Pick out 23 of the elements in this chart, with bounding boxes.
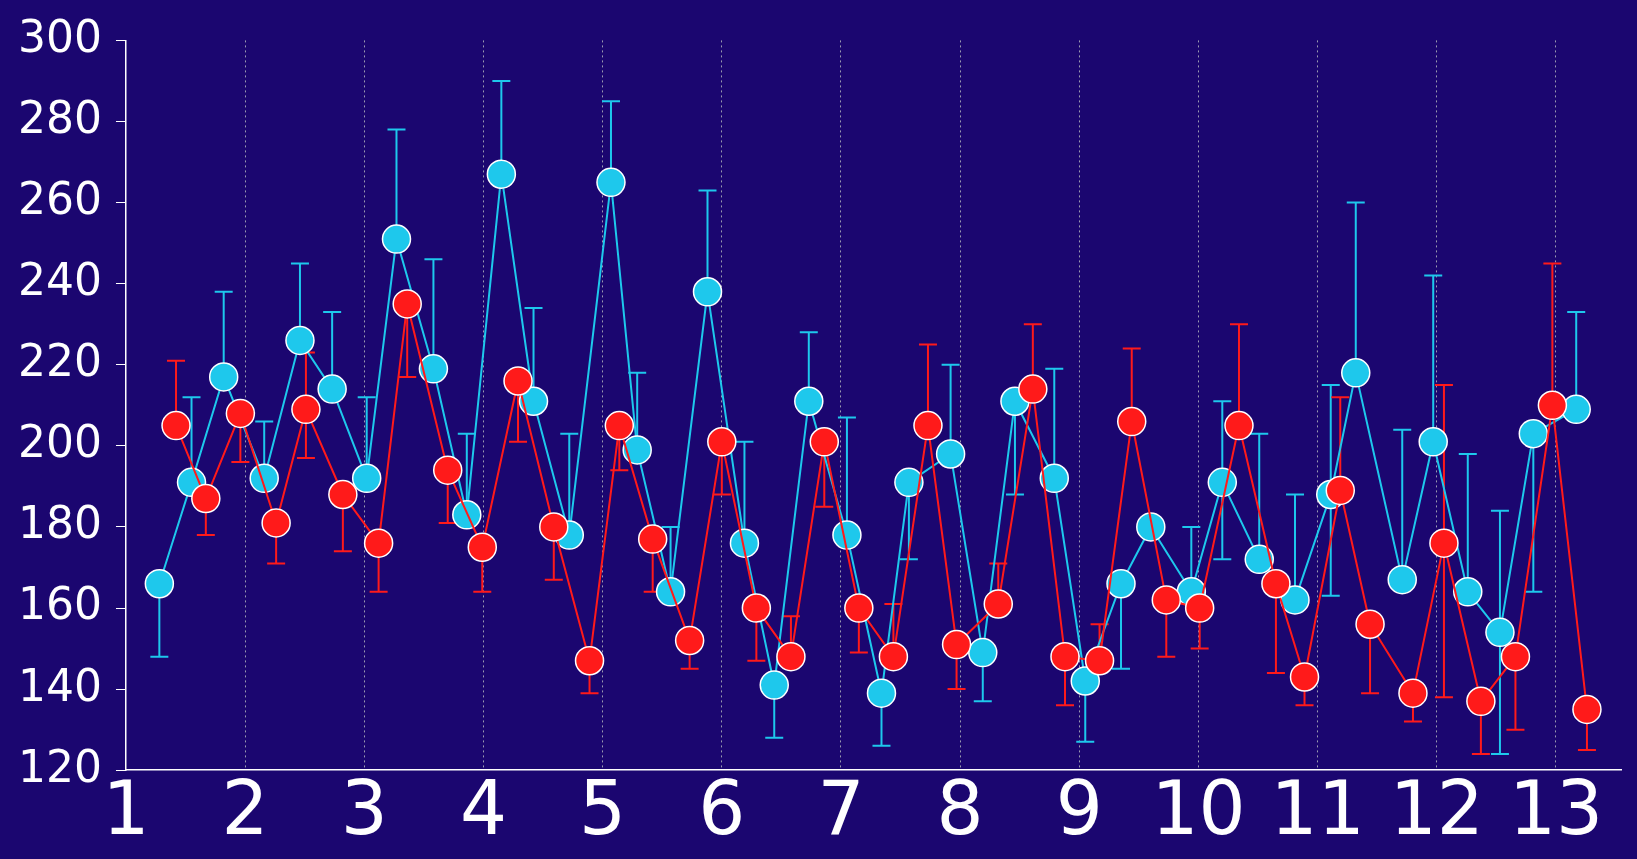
x-tick-label: 4 [459, 764, 508, 851]
x-tick-label: 6 [698, 764, 746, 851]
x-tick-label: 3 [340, 764, 388, 851]
x-tick-label: 10 [1151, 764, 1246, 851]
x-tick-label: 11 [1270, 764, 1365, 851]
y-tick-label: 260 [18, 173, 102, 225]
y-tick-label: 300 [18, 10, 102, 62]
y-tick-label: 200 [18, 416, 102, 468]
x-tick-label: 12 [1389, 764, 1484, 851]
y-tick-label: 220 [18, 335, 102, 387]
y-tick-label: 180 [18, 497, 102, 549]
x-tick-label: 9 [1055, 764, 1103, 851]
x-tick-label: 8 [936, 764, 984, 851]
y-tick-label: 240 [18, 254, 102, 306]
x-tick-label: 7 [817, 764, 865, 851]
y-tick-label: 280 [18, 91, 102, 143]
x-tick-label: 5 [579, 764, 627, 851]
x-tick-label: 13 [1508, 764, 1604, 851]
y-tick-label: 160 [18, 578, 102, 630]
x-tick-label: 1 [102, 764, 150, 851]
y-tick-label: 120 [18, 740, 102, 792]
y-tick-label: 140 [18, 659, 102, 711]
x-tick-label: 2 [221, 764, 269, 851]
